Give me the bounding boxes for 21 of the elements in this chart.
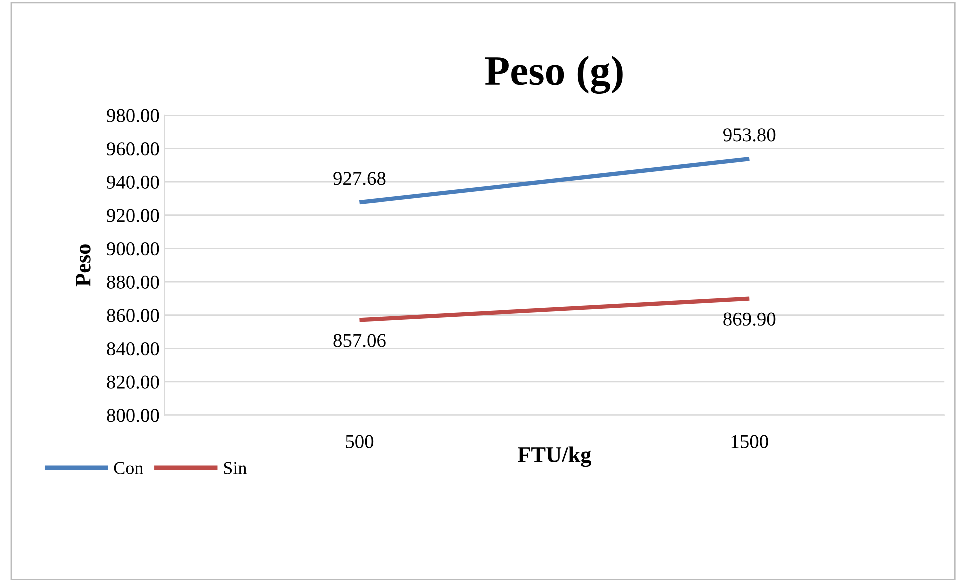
data-label: 927.68 xyxy=(334,172,386,186)
data-label: 869.90 xyxy=(724,312,776,326)
data-label: 953.80 xyxy=(724,128,776,142)
y-tick-label: 880.00 xyxy=(107,276,160,290)
legend-label: Sin xyxy=(224,462,247,474)
y-axis-title: Peso xyxy=(76,244,91,287)
y-tick-label: 980.00 xyxy=(107,109,160,122)
y-tick-label: 900.00 xyxy=(107,242,160,256)
y-tick-label: 940.00 xyxy=(107,176,160,190)
y-tick-label: 860.00 xyxy=(107,309,160,322)
y-tick-label: 920.00 xyxy=(107,209,160,222)
y-tick-label: 800.00 xyxy=(107,409,160,422)
y-tick-label: 840.00 xyxy=(107,342,160,356)
legend-label: Con xyxy=(114,462,144,474)
x-tick-label: 500 xyxy=(346,435,374,448)
data-label: 857.06 xyxy=(334,334,386,348)
y-tick-label: 820.00 xyxy=(107,376,160,389)
x-axis-title: FTU/kg xyxy=(518,446,592,468)
y-tick-label: 960.00 xyxy=(107,142,160,156)
x-tick-label: 1500 xyxy=(732,435,768,448)
chart-title: Peso (g) xyxy=(485,56,623,94)
